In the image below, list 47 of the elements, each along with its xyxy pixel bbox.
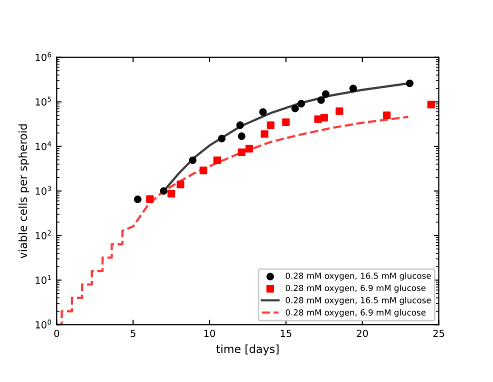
point xyxy=(266,121,274,129)
x-axis-title: time [days] xyxy=(216,344,279,356)
legend-label: 0.28 mM oxygen, 6.9 mM glucose xyxy=(286,309,426,318)
y-tick-label: 10$^{4}$ xyxy=(36,141,52,150)
legend-label: 0.28 mM oxygen, 6.9 mM glucose xyxy=(286,284,426,293)
point xyxy=(200,166,208,174)
point xyxy=(188,156,197,164)
legend-label: 0.28 mM oxygen, 16.5 mM glucose xyxy=(286,296,431,305)
y-tick-label: 10$^{5}$ xyxy=(36,96,51,106)
point xyxy=(297,100,306,108)
point xyxy=(245,144,254,152)
point xyxy=(260,130,268,138)
y-tick-label: 10$^{6}$ xyxy=(36,52,52,62)
y-tick-label: 10$^{2}$ xyxy=(36,230,51,240)
point xyxy=(406,80,414,88)
y-axis-title: viable cells per spheroid xyxy=(18,124,30,258)
x-tick-label: 25 xyxy=(433,330,444,338)
x-tick-label: 15 xyxy=(280,330,292,338)
point xyxy=(314,115,322,123)
y-tick-label: 10$^{3}$ xyxy=(36,186,51,195)
point xyxy=(218,134,226,142)
point xyxy=(160,187,168,195)
point xyxy=(213,156,221,164)
point xyxy=(146,195,154,203)
point xyxy=(349,84,357,92)
point xyxy=(282,118,290,126)
point xyxy=(236,121,244,129)
x-tick-label: 0 xyxy=(54,330,60,338)
point xyxy=(259,108,267,116)
point xyxy=(291,104,299,112)
point xyxy=(238,132,246,140)
y-tick-label: 10$^{1}$ xyxy=(36,275,51,284)
x-tick-label: 5 xyxy=(130,330,136,338)
legend-label: 0.28 mM oxygen, 16.5 mM glucose xyxy=(286,272,431,281)
point xyxy=(336,107,344,115)
point xyxy=(317,96,325,104)
point xyxy=(134,196,142,204)
point xyxy=(427,100,435,108)
x-tick-label: 10 xyxy=(204,330,216,338)
point xyxy=(322,90,330,98)
point xyxy=(168,190,176,198)
point xyxy=(238,148,246,156)
point xyxy=(383,111,391,120)
point xyxy=(176,180,184,188)
y-tick-label: 10$^{0}$ xyxy=(36,320,52,328)
point xyxy=(320,114,328,122)
x-tick-label: 20 xyxy=(356,330,368,338)
